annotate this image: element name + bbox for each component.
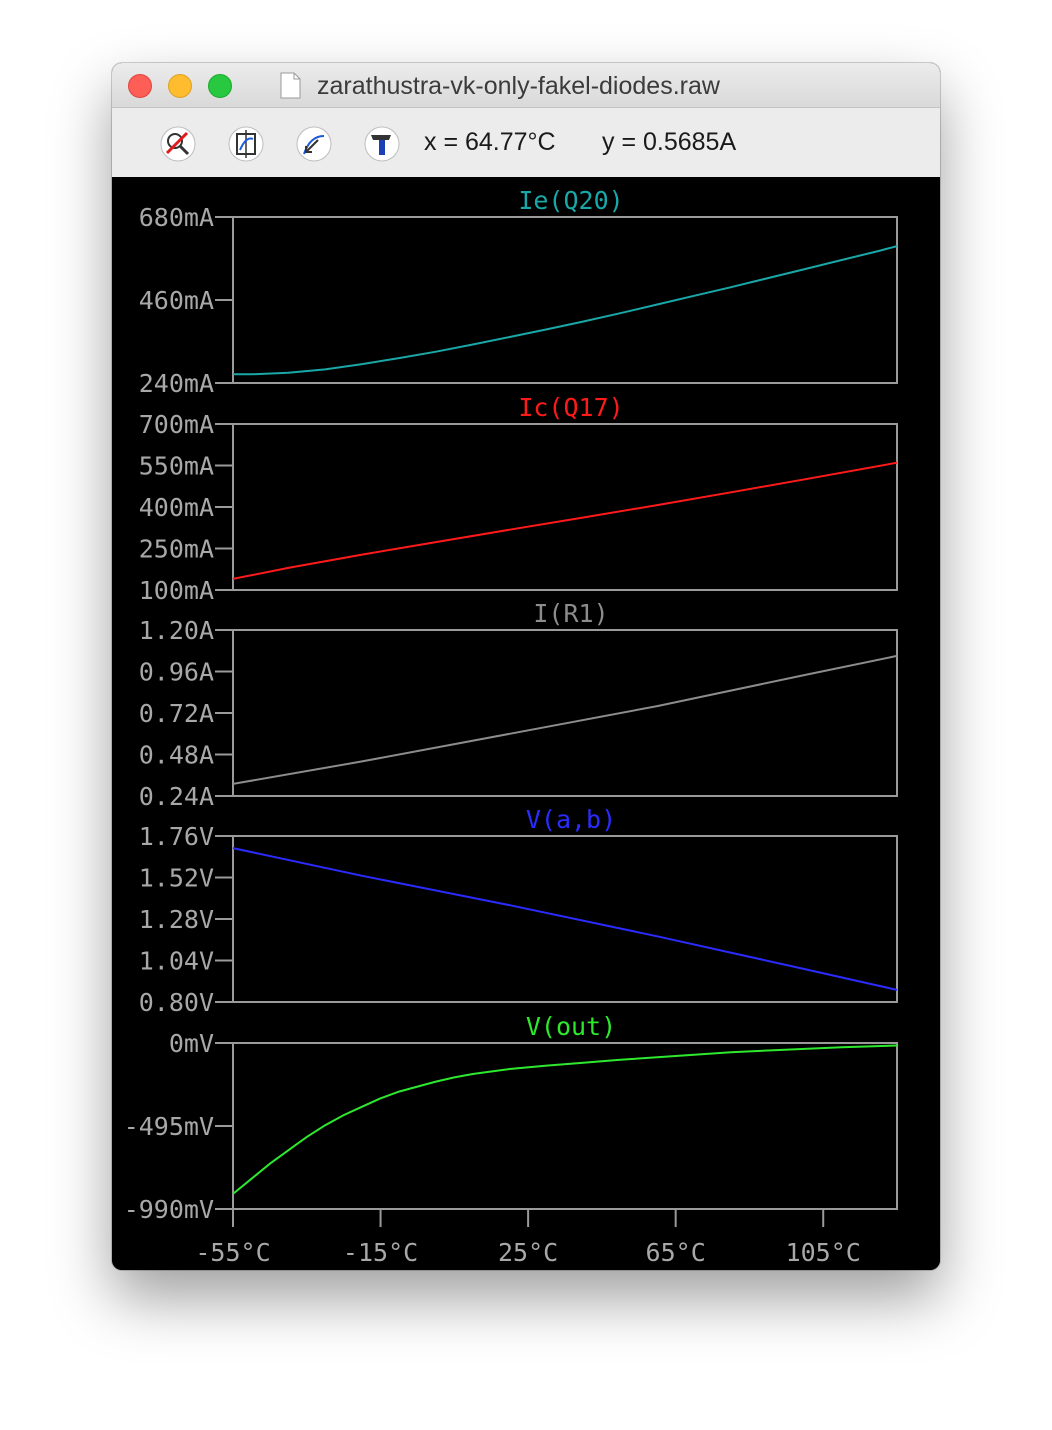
autoscale-icon[interactable] bbox=[228, 126, 264, 162]
y-tick-label: 460mA bbox=[139, 286, 214, 315]
toolbar: x = 64.77°C y = 0.5685A bbox=[112, 108, 940, 177]
y-tick-label: 100mA bbox=[139, 576, 214, 605]
y-tick-label: 1.52V bbox=[139, 864, 214, 893]
x-tick-label: 65°C bbox=[646, 1238, 706, 1267]
title-bar[interactable]: zarathustra-vk-only-fakel-diodes.raw bbox=[112, 63, 940, 108]
minimize-button[interactable] bbox=[168, 74, 192, 98]
y-tick-label: 0.80V bbox=[139, 988, 214, 1017]
plot-frame bbox=[232, 1042, 898, 1210]
y-tick-label: -990mV bbox=[124, 1195, 214, 1224]
y-tick-label: 250mA bbox=[139, 535, 214, 564]
x-tick-label: -15°C bbox=[343, 1238, 418, 1267]
y-tick-label: 1.76V bbox=[139, 822, 214, 851]
trace-title[interactable]: V(out) bbox=[526, 1012, 616, 1041]
plot-panel-0[interactable]: Ie(Q20) 680mA 460mA 240mA bbox=[139, 186, 898, 398]
trace-line bbox=[232, 461, 898, 580]
cursor-x-readout: x = 64.77°C bbox=[424, 128, 556, 156]
y-tick-label: 700mA bbox=[139, 410, 214, 439]
maximize-button[interactable] bbox=[208, 74, 232, 98]
plot-area[interactable]: Ie(Q20) 680mA 460mA 240mA Ic(Q17) 700mA 550mA 4… bbox=[112, 177, 940, 1270]
y-tick-label: 0.48A bbox=[139, 741, 214, 770]
x-tick-label: 105°C bbox=[786, 1238, 861, 1267]
trace-title[interactable]: I(R1) bbox=[533, 599, 608, 628]
settings-hammer-icon[interactable] bbox=[364, 126, 400, 162]
plot-frame bbox=[232, 216, 898, 384]
trace-title[interactable]: V(a,b) bbox=[526, 805, 616, 834]
plot-panel-2[interactable]: I(R1) 1.20A 0.96A 0.72A 0.48A 0.24A bbox=[139, 599, 898, 811]
y-tick-label: 0mV bbox=[169, 1029, 214, 1058]
y-tick-label: -495mV bbox=[124, 1112, 214, 1141]
y-tick-label: 1.20A bbox=[139, 616, 214, 645]
app-window: zarathustra-vk-only-fakel-diodes.raw x =… bbox=[112, 63, 940, 1270]
x-tick-label: -55°C bbox=[195, 1238, 270, 1267]
x-tick-label: 25°C bbox=[498, 1238, 558, 1267]
trace-line bbox=[232, 847, 898, 991]
cursor-y-readout: y = 0.5685A bbox=[602, 128, 737, 156]
zoom-off-icon[interactable] bbox=[160, 126, 196, 162]
plot-panel-1[interactable]: Ic(Q17) 700mA 550mA 400mA 250mA 100mA bbox=[139, 393, 898, 605]
plot-panel-4[interactable]: V(out) 0mV -495mV -990mV -55°C -15°C 25°C 65°C 1… bbox=[124, 1012, 898, 1267]
trace-title[interactable]: Ic(Q17) bbox=[518, 393, 623, 422]
window-title: zarathustra-vk-only-fakel-diodes.raw bbox=[317, 72, 720, 100]
y-tick-label: 0.24A bbox=[139, 782, 214, 811]
zoom-back-icon[interactable] bbox=[296, 126, 332, 162]
document-icon bbox=[280, 72, 301, 99]
y-tick-label: 0.96A bbox=[139, 658, 214, 687]
plot-frame bbox=[232, 835, 898, 1003]
trace-line bbox=[232, 1044, 898, 1195]
y-tick-label: 550mA bbox=[139, 452, 214, 481]
y-tick-label: 680mA bbox=[139, 203, 214, 232]
plots-canvas[interactable]: Ie(Q20) 680mA 460mA 240mA Ic(Q17) 700mA 550mA 4… bbox=[112, 177, 940, 1270]
y-tick-label: 240mA bbox=[139, 369, 214, 398]
close-button[interactable] bbox=[128, 74, 152, 98]
y-tick-label: 1.04V bbox=[139, 947, 214, 976]
y-tick-label: 1.28V bbox=[139, 905, 214, 934]
plot-frame bbox=[232, 423, 898, 591]
y-tick-label: 400mA bbox=[139, 493, 214, 522]
plot-frame bbox=[232, 629, 898, 797]
trace-line bbox=[232, 654, 898, 785]
trace-line bbox=[233, 245, 898, 376]
trace-title[interactable]: Ie(Q20) bbox=[518, 186, 623, 215]
y-tick-label: 0.72A bbox=[139, 699, 214, 728]
plot-panel-3[interactable]: V(a,b) 1.76V 1.52V 1.28V 1.04V 0.80V bbox=[139, 805, 898, 1017]
